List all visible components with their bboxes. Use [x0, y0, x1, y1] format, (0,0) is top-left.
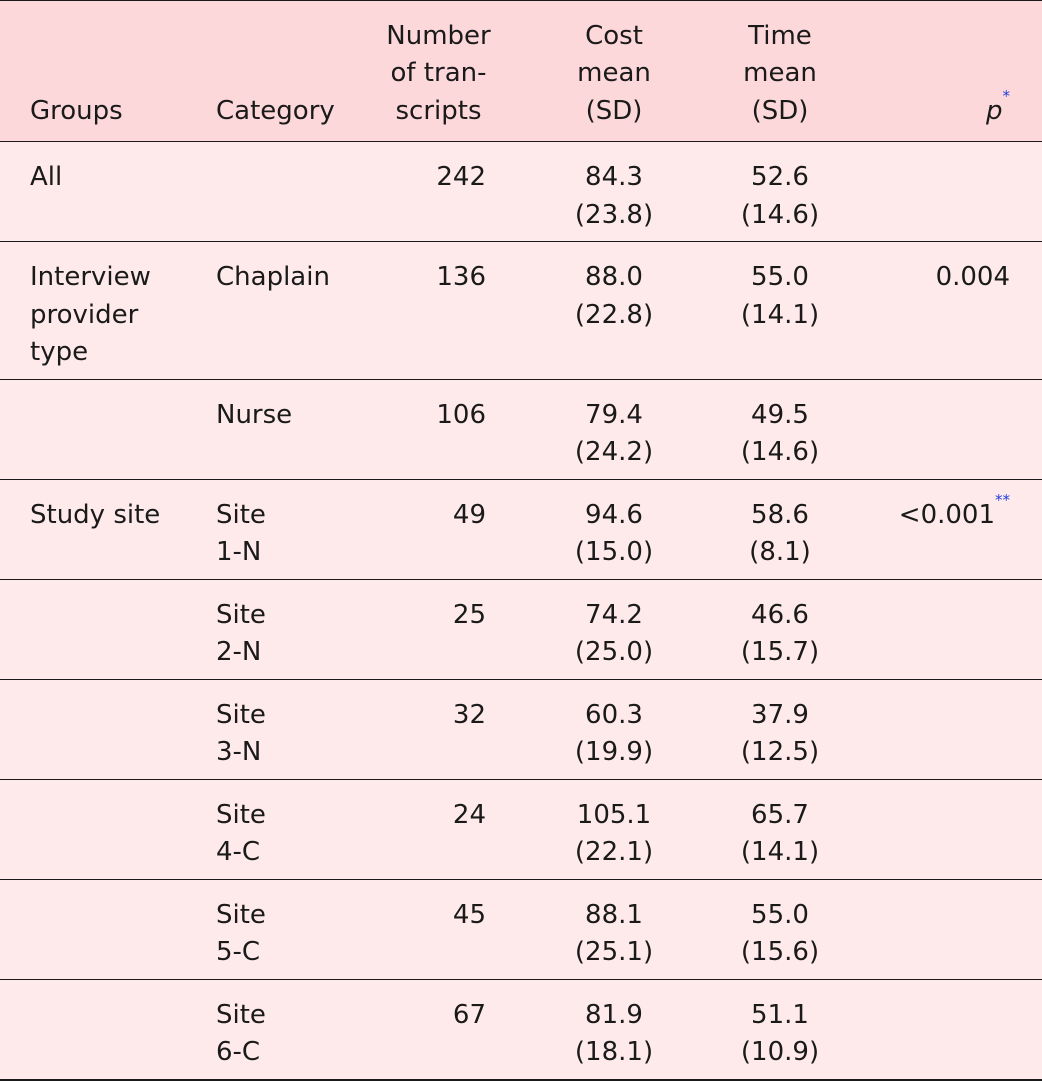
cell-number-of-transcripts: 24 [346, 779, 531, 880]
cell-category: Site 3-N [216, 679, 346, 780]
header-p-value: p* [863, 0, 1042, 142]
cell-group: All [0, 141, 216, 242]
cell-group [0, 379, 216, 480]
cell-cost-mean: 88.1 (25.1) [531, 879, 697, 980]
cell-group: Interview provider type [0, 241, 216, 380]
cell-number-of-transcripts: 106 [346, 379, 531, 480]
cell-time-mean: 51.1 (10.9) [697, 979, 863, 1081]
cell-number-of-transcripts: 32 [346, 679, 531, 780]
cell-category: Site 6-C [216, 979, 346, 1081]
cell-cost-mean: 74.2 (25.0) [531, 579, 697, 680]
cell-group [0, 979, 216, 1081]
table-row: Site 6-C 67 81.9 (18.1) 51.1 (10.9) [0, 979, 1042, 1081]
table-row: All 242 84.3 (23.8) 52.6 (14.6) [0, 141, 1042, 242]
table-row: Site 3-N 32 60.3 (19.9) 37.9 (12.5) [0, 679, 1042, 780]
cell-p-value: <0.001** [863, 479, 1042, 580]
cell-cost-mean: 94.6 (15.0) [531, 479, 697, 580]
table-body: All 242 84.3 (23.8) 52.6 (14.6) Interview provi… [0, 141, 1042, 1081]
footnote-marker[interactable]: ** [995, 490, 1010, 509]
cell-cost-mean: 88.0 (22.8) [531, 241, 697, 380]
cell-group [0, 679, 216, 780]
table-row: Site 5-C 45 88.1 (25.1) 55.0 (15.6) [0, 879, 1042, 980]
cell-category: Site 2-N [216, 579, 346, 680]
cell-p-value [863, 679, 1042, 780]
header-row: Groups Category Number of tran-scripts Co… [0, 0, 1042, 142]
cell-p-value [863, 779, 1042, 880]
cell-number-of-transcripts: 49 [346, 479, 531, 580]
cell-time-mean: 46.6 (15.7) [697, 579, 863, 680]
cell-p-value [863, 379, 1042, 480]
cell-category: Site 5-C [216, 879, 346, 980]
cell-category: Site 4-C [216, 779, 346, 880]
table-row: Site 2-N 25 74.2 (25.0) 46.6 (15.7) [0, 579, 1042, 680]
cell-category [216, 141, 346, 242]
cell-time-mean: 37.9 (12.5) [697, 679, 863, 780]
cell-cost-mean: 84.3 (23.8) [531, 141, 697, 242]
header-groups: Groups [0, 0, 216, 142]
cell-time-mean: 58.6 (8.1) [697, 479, 863, 580]
cell-time-mean: 55.0 (15.6) [697, 879, 863, 980]
footnote-marker[interactable]: * [1002, 86, 1011, 105]
cell-cost-mean: 60.3 (19.9) [531, 679, 697, 780]
cell-number-of-transcripts: 25 [346, 579, 531, 680]
header-number-of-transcripts: Number of tran-scripts [346, 0, 531, 142]
table-row: Interview provider type Chaplain 136 88.0 (22.… [0, 241, 1042, 380]
cell-number-of-transcripts: 67 [346, 979, 531, 1081]
cell-group: Study site [0, 479, 216, 580]
cell-number-of-transcripts: 242 [346, 141, 531, 242]
cell-number-of-transcripts: 136 [346, 241, 531, 380]
header-time-mean: Time mean (SD) [697, 0, 863, 142]
cell-category: Chaplain [216, 241, 346, 380]
cell-category: Nurse [216, 379, 346, 480]
cell-time-mean: 55.0 (14.1) [697, 241, 863, 380]
cell-group [0, 879, 216, 980]
header-category: Category [216, 0, 346, 142]
cell-cost-mean: 79.4 (24.2) [531, 379, 697, 480]
cell-p-value [863, 141, 1042, 242]
table-header: Groups Category Number of tran-scripts Co… [0, 0, 1042, 142]
table-row: Site 4-C 24 105.1 (22.1) 65.7 (14.1) [0, 779, 1042, 880]
table-row: Nurse 106 79.4 (24.2) 49.5 (14.6) [0, 379, 1042, 480]
table-row: Study site Site 1-N 49 94.6 (15.0) 58.6 (8.1) <0… [0, 479, 1042, 580]
cell-category: Site 1-N [216, 479, 346, 580]
cell-time-mean: 65.7 (14.1) [697, 779, 863, 880]
cell-cost-mean: 81.9 (18.1) [531, 979, 697, 1081]
cell-time-mean: 52.6 (14.6) [697, 141, 863, 242]
cell-group [0, 579, 216, 680]
cell-number-of-transcripts: 45 [346, 879, 531, 980]
cell-p-value [863, 579, 1042, 680]
cell-p-value: 0.004 [863, 241, 1042, 380]
cell-time-mean: 49.5 (14.6) [697, 379, 863, 480]
header-cost-mean: Cost mean (SD) [531, 0, 697, 142]
cell-group [0, 779, 216, 880]
cell-p-value [863, 879, 1042, 980]
cell-p-value [863, 979, 1042, 1081]
cell-cost-mean: 105.1 (22.1) [531, 779, 697, 880]
